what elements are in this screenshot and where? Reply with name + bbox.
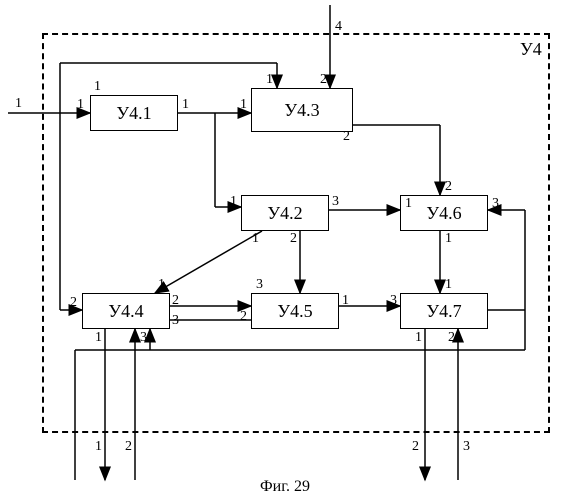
- figure-caption: Фиг. 29: [260, 478, 310, 496]
- node-label: У4.1: [116, 103, 151, 124]
- node-y4-7: У4.7: [400, 293, 488, 329]
- port-label: 2: [448, 331, 455, 345]
- port-label: 1: [266, 73, 273, 87]
- port-label: 1: [15, 97, 22, 111]
- node-label: У4.7: [426, 301, 461, 322]
- port-label: 1: [445, 232, 452, 246]
- port-label: 2: [412, 440, 419, 454]
- port-label: 1: [445, 278, 452, 292]
- port-label: 4: [335, 20, 342, 34]
- node-label: У4.4: [108, 301, 143, 322]
- diagram-canvas: У4.1 У4.3 У4.2 У4.6 У4.4 У4.5 У4.7 У4 1 …: [0, 0, 579, 500]
- port-label: 1: [95, 331, 102, 345]
- port-label: 1: [77, 98, 84, 112]
- port-label: 2: [172, 294, 179, 308]
- node-y4-2: У4.2: [241, 195, 329, 231]
- port-label: 3: [492, 197, 499, 211]
- node-y4-3: У4.3: [251, 88, 353, 132]
- port-label: 1: [240, 98, 247, 112]
- port-label: 1: [95, 440, 102, 454]
- port-label: 2: [125, 440, 132, 454]
- port-label: 1: [342, 294, 349, 308]
- port-label: 3: [140, 331, 147, 345]
- port-label: 2: [290, 232, 297, 246]
- port-label: 3: [172, 314, 179, 328]
- system-title: У4: [520, 40, 542, 58]
- port-label: 1: [94, 80, 101, 94]
- node-label: У4.3: [284, 100, 319, 121]
- port-label: 2: [70, 296, 77, 310]
- node-y4-6: У4.6: [400, 195, 488, 231]
- node-label: У4.5: [277, 301, 312, 322]
- port-label: 1: [182, 98, 189, 112]
- port-label: 2: [240, 310, 247, 324]
- node-label: У4.2: [267, 203, 302, 224]
- node-y4-5: У4.5: [251, 293, 339, 329]
- port-label: 3: [332, 195, 339, 209]
- port-label: 1: [230, 195, 237, 209]
- node-label: У4.6: [426, 203, 461, 224]
- port-label: 1: [405, 197, 412, 211]
- port-label: 1: [415, 331, 422, 345]
- port-label: 1: [158, 278, 165, 292]
- port-label: 3: [463, 440, 470, 454]
- port-label: 3: [256, 278, 263, 292]
- port-label: 2: [320, 73, 327, 87]
- port-label: 2: [445, 180, 452, 194]
- port-label: 1: [252, 232, 259, 246]
- port-label: 2: [343, 130, 350, 144]
- port-label: 3: [390, 294, 397, 308]
- node-y4-1: У4.1: [90, 95, 178, 131]
- node-y4-4: У4.4: [82, 293, 170, 329]
